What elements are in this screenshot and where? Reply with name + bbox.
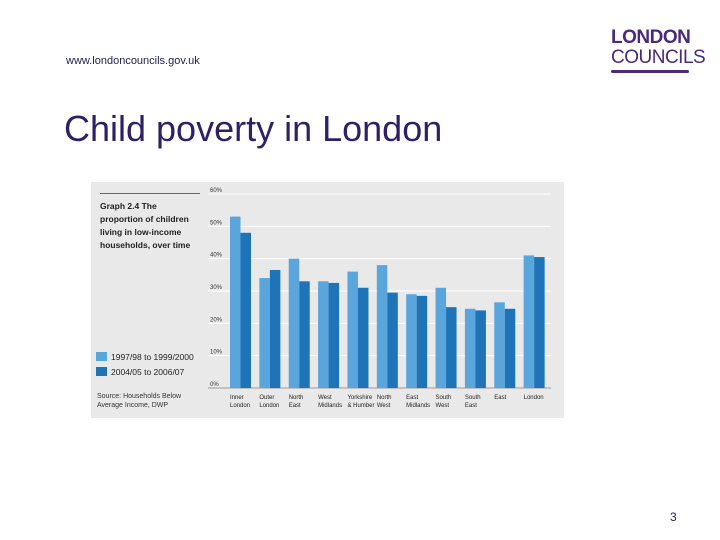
logo-underline (611, 70, 689, 73)
bar-series-2 (475, 310, 486, 388)
x-category-label: North (289, 395, 304, 401)
bar-series-2 (357, 287, 369, 388)
x-category-label: East (289, 403, 301, 409)
x-category-label: East (406, 395, 418, 401)
chart-legend: 1997/98 to 1999/2000 2004/05 to 2006/07 (96, 349, 206, 379)
x-category-label: Yorkshire (347, 395, 372, 401)
legend-item-series-1: 1997/98 to 1999/2000 (96, 349, 206, 364)
legend-swatch-series-1 (96, 352, 107, 361)
x-category-label: Inner (230, 395, 244, 401)
legend-item-series-2: 2004/05 to 2006/07 (96, 364, 206, 379)
slide-title: Child poverty in London (64, 108, 443, 149)
x-category-label: London (230, 403, 250, 409)
bar-series-1 (318, 281, 329, 388)
bar-series-1 (288, 258, 300, 388)
logo-line-1: LONDON (611, 27, 691, 48)
bar-series-2 (328, 282, 340, 388)
x-category-label: West (318, 395, 332, 401)
bar-series-1 (230, 216, 241, 388)
page-number: 3 (670, 510, 677, 524)
bar-series-1 (376, 265, 388, 388)
legend-swatch-series-2 (96, 367, 107, 376)
bar-series-1 (464, 308, 476, 388)
legend-label-series-2: 2004/05 to 2006/07 (111, 366, 185, 377)
y-tick-label: 20% (210, 317, 223, 323)
x-category-label: London (524, 395, 544, 401)
y-tick-label: 0% (210, 382, 219, 388)
bar-series-2 (299, 281, 310, 388)
x-category-label: North (377, 395, 392, 401)
y-tick-label: 60% (210, 188, 223, 194)
x-category-label: Midlands (406, 403, 430, 409)
x-category-label: South (465, 395, 481, 401)
chart-title: Graph 2.4 The proportion of children liv… (100, 201, 191, 250)
bar-series-1 (523, 255, 535, 388)
bar-series-2 (416, 295, 428, 388)
y-tick-label: 10% (210, 350, 223, 356)
x-category-label: West (436, 403, 450, 409)
bar-series-2 (504, 308, 516, 388)
bar-series-2 (240, 232, 251, 388)
x-category-label: Midlands (318, 403, 342, 409)
bar-series-2 (387, 292, 398, 388)
bar-series-2 (446, 307, 457, 388)
london-councils-logo: LONDON COUNCILS (611, 27, 706, 73)
bar-series-1 (347, 271, 358, 388)
bar-series-2 (269, 269, 281, 388)
caption-rule (100, 193, 200, 194)
chart-source: Source: Households Below Average Income,… (97, 393, 182, 409)
legend-label-series-1: 1997/98 to 1999/2000 (111, 351, 194, 362)
bar-series-1 (259, 278, 270, 388)
x-category-label: East (494, 395, 506, 401)
x-category-label: Outer (259, 395, 274, 401)
bar-series-1 (406, 294, 417, 388)
y-tick-label: 40% (210, 253, 223, 259)
x-category-label: West (377, 403, 391, 409)
website-url: www.londoncouncils.gov.uk (66, 55, 200, 67)
x-category-label: South (436, 395, 452, 401)
bar-series-1 (435, 287, 447, 388)
x-category-label: & Humber (347, 403, 374, 409)
y-tick-label: 30% (210, 285, 223, 291)
x-category-label: London (259, 403, 279, 409)
x-category-label: East (465, 403, 477, 409)
y-tick-label: 50% (210, 220, 223, 226)
bar-series-2 (534, 257, 545, 388)
logo-line-2: COUNCILS (611, 47, 706, 68)
bar-series-1 (494, 302, 505, 388)
